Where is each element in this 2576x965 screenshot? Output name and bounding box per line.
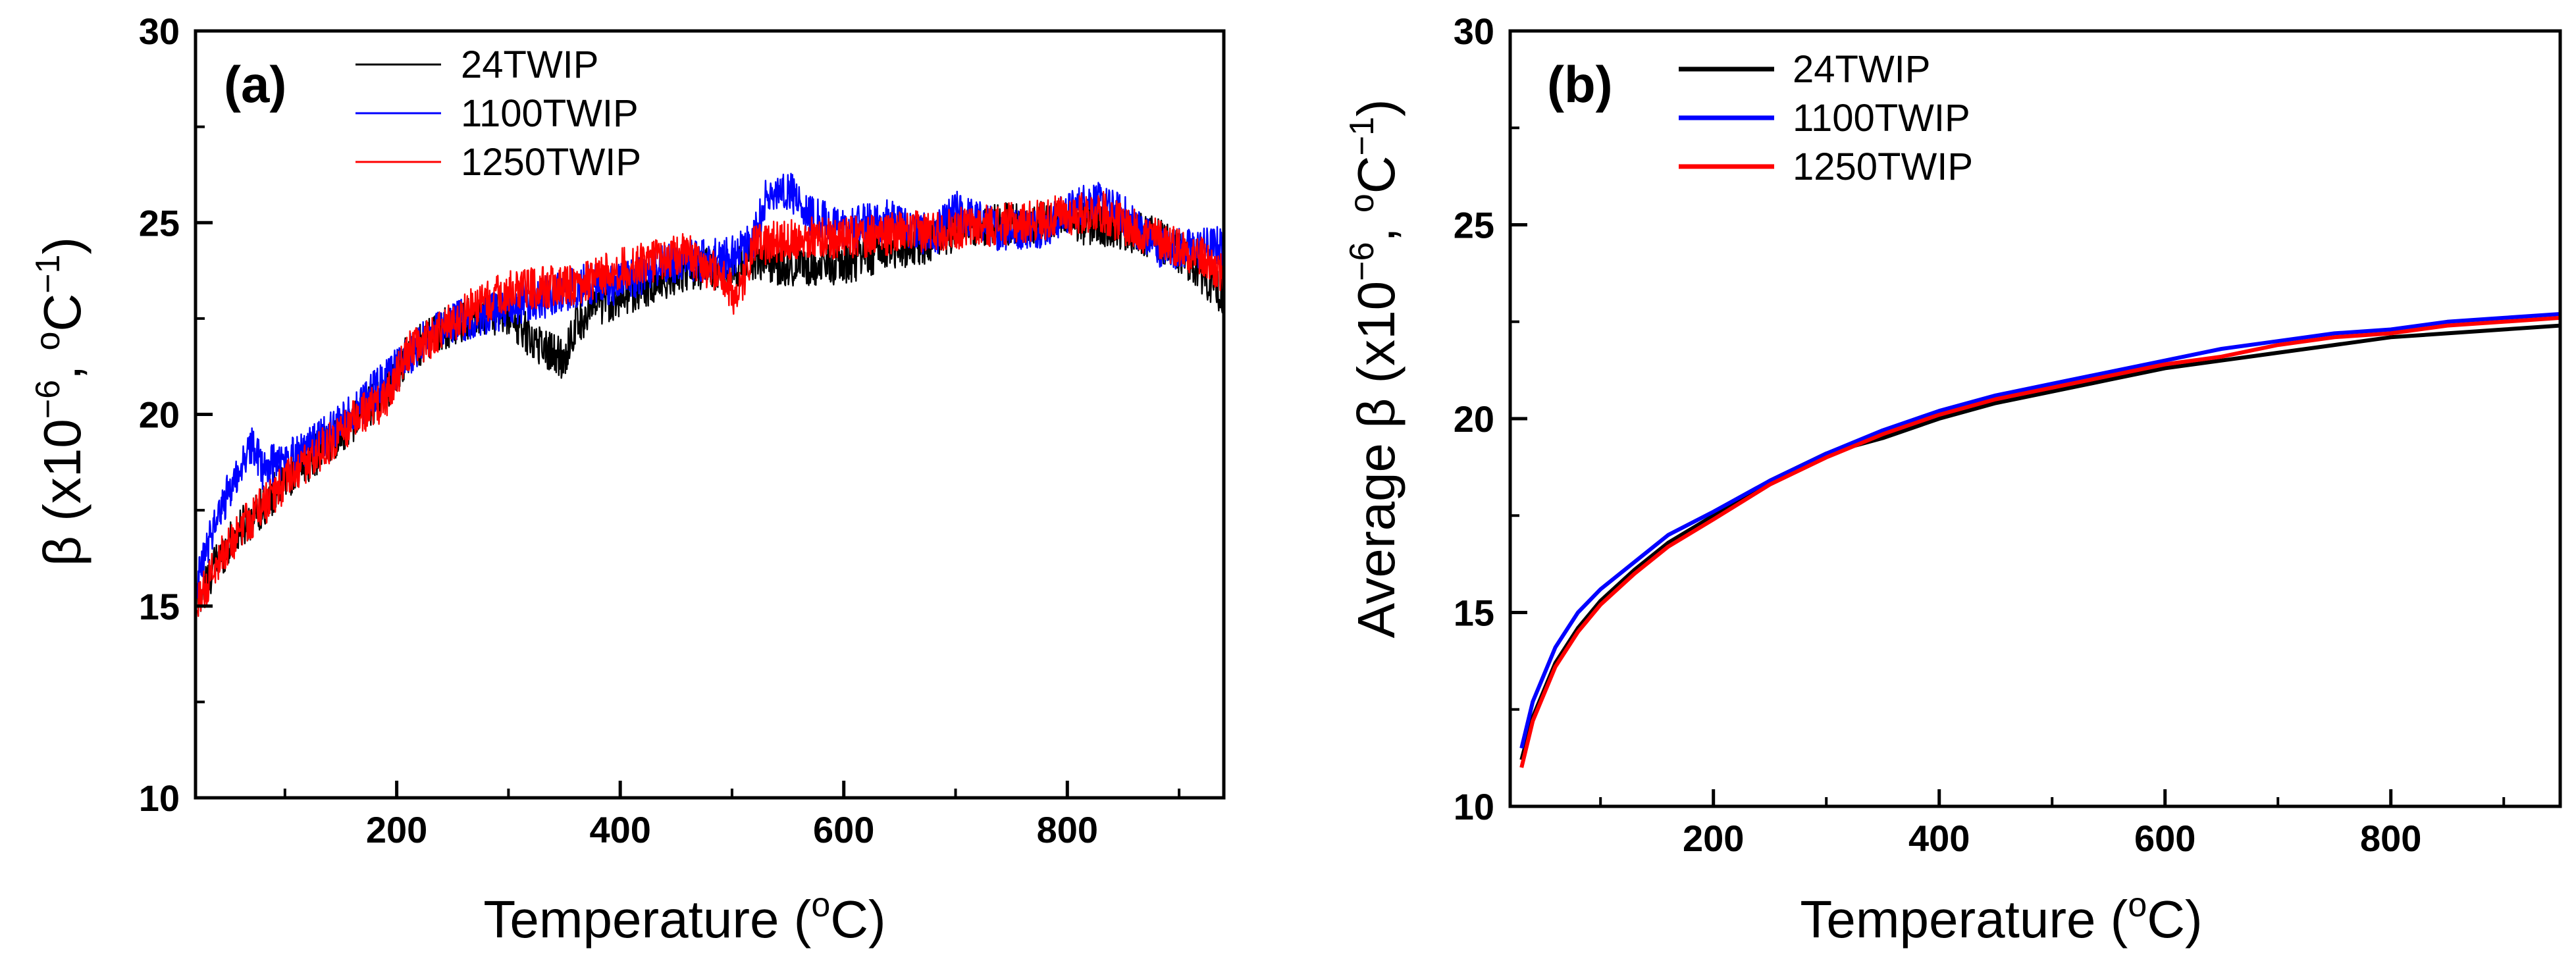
y-axis-ticks: 10 15 20 25 30 <box>1454 11 1527 827</box>
y-tick-label: 20 <box>1454 398 1494 440</box>
legend-label: 1100TWIP <box>1793 97 1970 140</box>
panel-label: (b) <box>1547 55 1613 113</box>
series-line-1250twip <box>197 191 1224 617</box>
y-tick-label: 20 <box>139 394 180 436</box>
y-tick-label: 30 <box>139 11 180 52</box>
series-line-1100twip <box>1519 312 2560 749</box>
plot-area: 200 400 600 800 10 15 20 25 30 <box>1454 11 2562 859</box>
x-axis-label: Temperature (oC) <box>1800 886 2202 949</box>
plot-frame <box>1508 29 2562 808</box>
x-tick-label: 600 <box>813 809 874 850</box>
legend: 24TWIP 1100TWIP 1250TWIP <box>355 43 641 184</box>
chart-panel-b: 200 400 600 800 10 15 20 25 30 (b) 24TWIP 1100TW… <box>1343 11 2562 949</box>
x-tick-label: 600 <box>2134 818 2195 859</box>
x-axis-ticks: 200 400 600 800 <box>283 781 1181 850</box>
series-lines <box>197 172 1224 617</box>
plot-area: 200 400 600 800 10 15 20 25 30 <box>139 11 1226 850</box>
y-tick-label: 10 <box>139 777 180 819</box>
legend: 24TWIP 1100TWIP 1250TWIP <box>1679 48 1973 188</box>
y-tick-label: 25 <box>139 202 180 244</box>
x-axis-label: Temperature (oC) <box>483 886 885 949</box>
y-tick-label: 25 <box>1454 205 1494 246</box>
panel-label: (a) <box>224 55 286 113</box>
y-axis-label: β (x10−6, oC−1) <box>29 237 92 566</box>
chart-panel-a: 200 400 600 800 10 15 20 25 30 (a) 24TWIP 1100TW… <box>29 11 1226 949</box>
x-tick-label: 800 <box>1037 809 1098 850</box>
legend-label: 24TWIP <box>461 43 599 86</box>
x-tick-label: 400 <box>1908 818 1970 859</box>
y-tick-label: 30 <box>1454 11 1494 52</box>
series-line-1100twip <box>197 172 1224 599</box>
legend-label: 1100TWIP <box>461 92 639 135</box>
x-tick-label: 400 <box>589 809 650 850</box>
y-tick-label: 10 <box>1454 786 1494 827</box>
y-axis-label: Average β (x10−6, oC−1) <box>1343 99 1406 638</box>
x-tick-label: 200 <box>366 809 427 850</box>
legend-label: 1250TWIP <box>461 141 641 184</box>
legend-label: 24TWIP <box>1793 48 1931 91</box>
y-axis-ticks: 10 15 20 25 30 <box>139 11 213 819</box>
x-tick-label: 200 <box>1683 818 1744 859</box>
legend-label: 1250TWIP <box>1793 145 1973 188</box>
y-tick-label: 15 <box>139 586 180 627</box>
series-line-24twip <box>1519 323 2560 761</box>
y-tick-label: 15 <box>1454 592 1494 634</box>
x-tick-label: 800 <box>2360 818 2421 859</box>
x-axis-ticks: 200 400 600 800 <box>1599 789 2506 859</box>
series-line-1250twip <box>1519 315 2560 768</box>
series-lines <box>1519 312 2560 768</box>
